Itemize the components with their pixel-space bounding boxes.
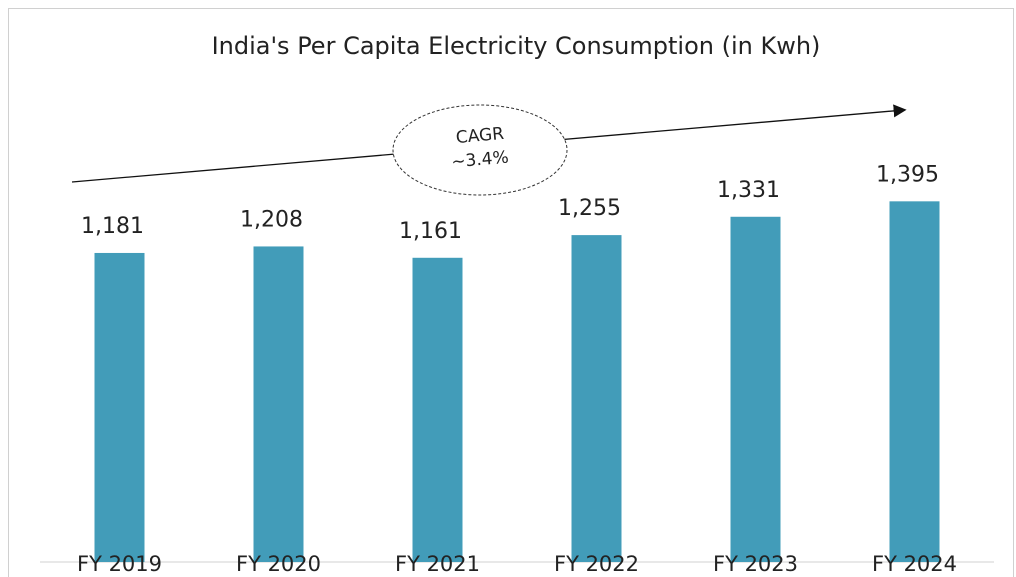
annotation: CAGR bbox=[455, 124, 505, 148]
annotation: ~3.4% bbox=[451, 148, 510, 173]
cagr-ellipse bbox=[392, 104, 568, 196]
value-label: 1,395 bbox=[876, 162, 939, 187]
value-label: 1,331 bbox=[717, 178, 780, 203]
value-label: 1,255 bbox=[558, 196, 621, 221]
bar bbox=[94, 252, 145, 563]
x-tick-label: FY 2023 bbox=[713, 552, 798, 576]
x-tick-label: FY 2020 bbox=[236, 552, 321, 576]
x-tick-label: FY 2021 bbox=[395, 552, 480, 576]
value-label: 1,181 bbox=[81, 214, 144, 239]
chart-title: India's Per Capita Electricity Consumpti… bbox=[212, 32, 821, 60]
x-tick-label: FY 2024 bbox=[872, 552, 957, 576]
value-label: 1,208 bbox=[240, 207, 303, 232]
bar bbox=[412, 257, 463, 562]
x-tick-label: FY 2019 bbox=[77, 552, 162, 576]
bar bbox=[889, 201, 940, 563]
x-tick-label: FY 2022 bbox=[554, 552, 639, 576]
bar bbox=[253, 246, 304, 562]
bar bbox=[571, 235, 622, 562]
bar bbox=[730, 216, 781, 563]
value-label: 1,161 bbox=[399, 219, 462, 244]
chart-border bbox=[8, 8, 1014, 577]
